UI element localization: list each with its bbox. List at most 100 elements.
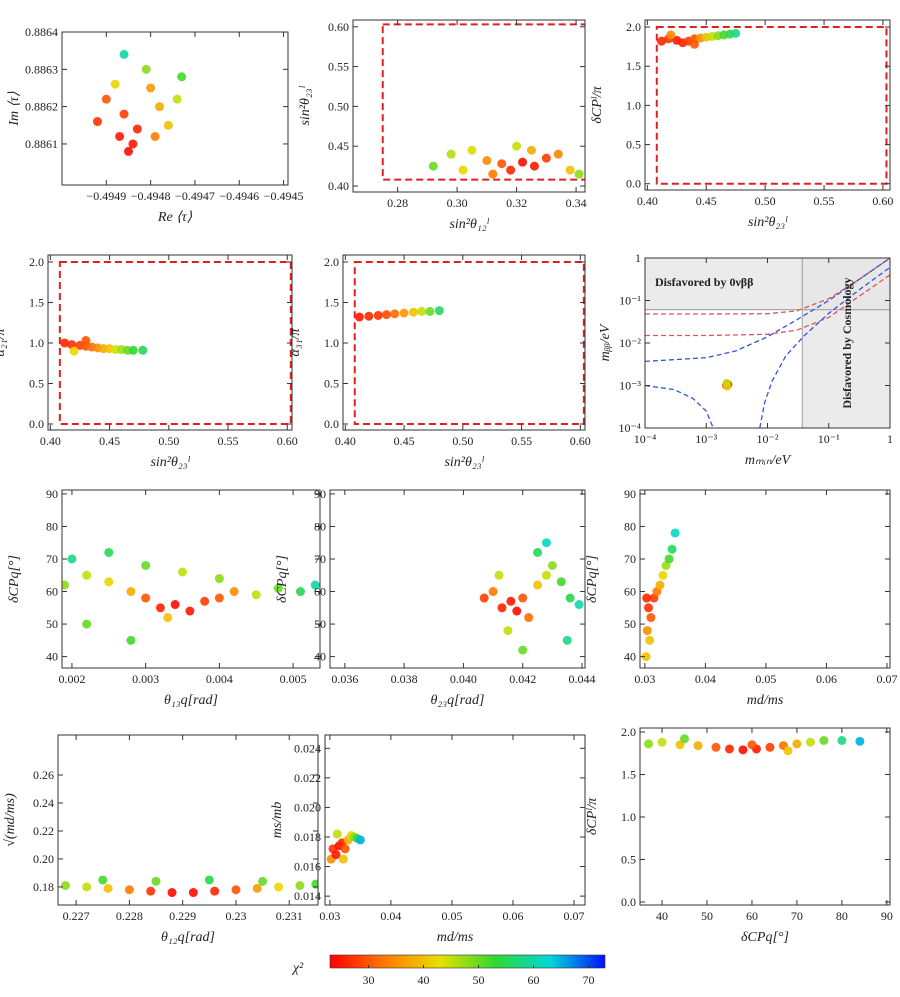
x-tick-label: 0.40 — [335, 434, 356, 448]
y-tick-label: 10⁻² — [619, 336, 641, 350]
y-tick-label: 1.0 — [29, 336, 44, 350]
point — [295, 587, 305, 597]
point — [656, 36, 666, 46]
plot-area — [326, 829, 365, 864]
y-tick-label: 1.0 — [324, 336, 339, 350]
annotation: Disfavored by 0νββ — [655, 275, 753, 289]
x-tick-label: 50 — [701, 909, 713, 923]
y-tick-label: 2.0 — [324, 255, 339, 269]
y-tick-label: 0.22 — [33, 824, 54, 838]
point — [467, 145, 477, 155]
point — [562, 635, 572, 645]
y-axis-label: α₃₁/π — [288, 328, 303, 357]
point — [541, 570, 551, 580]
point — [658, 570, 668, 580]
x-tick-label: 0.228 — [116, 909, 143, 923]
x-tick-label: 0.28 — [387, 196, 408, 210]
y-tick-label: 40 — [46, 650, 58, 664]
y-axis-label: sin²θ₂₃ˡ — [298, 85, 313, 125]
point — [479, 593, 489, 603]
colorbar — [329, 954, 606, 969]
point — [167, 888, 177, 898]
point — [69, 346, 79, 356]
y-tick-label: 50 — [46, 617, 58, 631]
point — [805, 737, 815, 747]
point — [670, 528, 680, 538]
point — [141, 64, 151, 74]
colorbar-tick-label: 30 — [363, 973, 375, 987]
x-axis-label: mₘᵢₙ/eV — [745, 453, 792, 468]
y-tick-label: 60 — [624, 585, 636, 599]
point — [119, 49, 129, 59]
point — [178, 567, 188, 577]
y-tick-label: 1.5 — [324, 295, 339, 309]
x-tick-label: 0.55 — [218, 434, 239, 448]
point — [547, 560, 557, 570]
y-tick-label: 0.5 — [324, 376, 339, 390]
y-tick-label: 1.5 — [626, 59, 641, 73]
colorbar-tick-label: 40 — [418, 973, 430, 987]
y-tick-label: 50 — [624, 617, 636, 631]
point — [512, 606, 522, 616]
point — [645, 635, 655, 645]
point — [355, 835, 365, 845]
point — [693, 741, 703, 751]
frame — [329, 489, 586, 669]
point — [354, 312, 364, 322]
panel: 0.40 0.45 0.50 0.55 0.60 0.0 0.5 1.0 1.5 2.0 sin²θ… — [288, 254, 591, 470]
point — [214, 574, 224, 584]
y-axis-label: δCPˡ/π — [590, 85, 605, 123]
y-tick-label: 40 — [314, 650, 326, 664]
point — [666, 30, 676, 40]
colorbar-tick-label: 50 — [473, 973, 485, 987]
x-tick-label: −0.4947 — [175, 189, 215, 203]
point — [434, 306, 444, 316]
y-tick-label: 0.8862 — [25, 100, 58, 114]
y-tick-label: 0.8861 — [25, 137, 58, 151]
point — [146, 83, 156, 93]
annotation: Disfavored by Cosmology — [840, 277, 854, 408]
y-axis-label: δCPq[°] — [7, 555, 22, 603]
point — [177, 72, 187, 82]
x-tick-label: 0.06 — [816, 672, 837, 686]
point — [680, 734, 690, 744]
x-tick-label: 0.042 — [509, 672, 536, 686]
point — [274, 882, 284, 892]
x-tick-label: 10⁻¹ — [818, 432, 840, 446]
point — [689, 39, 699, 49]
y-tick-label: 0.8863 — [25, 62, 58, 76]
x-axis-label: θ₁₂q[rad] — [161, 930, 215, 945]
point — [657, 737, 667, 747]
point — [506, 165, 516, 175]
plot-area — [381, 23, 585, 181]
band-curve — [645, 258, 890, 363]
plot-area — [655, 26, 888, 185]
frame — [61, 31, 289, 186]
x-axis-label: θ₁₃q[rad] — [164, 693, 218, 708]
point — [641, 652, 651, 662]
point — [373, 310, 383, 320]
point — [642, 593, 652, 603]
x-tick-label: 0.06 — [502, 909, 523, 923]
y-tick-label: 0.24 — [33, 796, 54, 810]
x-axis-label: sin²θ₂₃ˡ — [748, 215, 788, 230]
point — [146, 886, 156, 896]
plot-area — [645, 258, 890, 428]
y-tick-label: 70 — [314, 552, 326, 566]
y-tick-label: 0.018 — [294, 830, 321, 844]
point — [731, 28, 741, 38]
y-tick-label: 80 — [624, 519, 636, 533]
point — [381, 310, 391, 320]
x-tick-label: 70 — [791, 909, 803, 923]
point — [518, 157, 528, 167]
x-tick-label: 10⁻² — [757, 432, 779, 446]
point — [646, 613, 656, 623]
panel: 40 50 60 70 80 90 0.0 0.5 1.0 1.5 2.0 δCPq[°] δCPˡ/π — [585, 725, 893, 945]
x-tick-label: −0.4945 — [264, 189, 304, 203]
point — [722, 378, 731, 387]
x-tick-label: 0.32 — [506, 196, 527, 210]
y-tick-label: 1.0 — [621, 810, 636, 824]
plot-area — [62, 547, 320, 645]
y-tick-label: 0.022 — [294, 771, 321, 785]
